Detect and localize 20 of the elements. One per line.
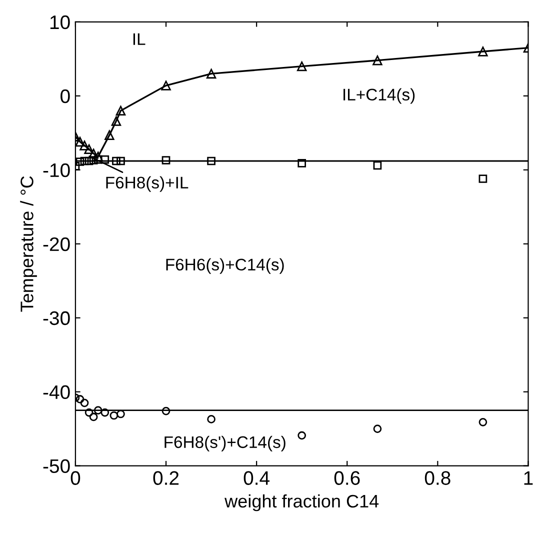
x-tick-label: 0.2 [153,471,179,485]
annotation: F6H8(s')+C14(s) [164,436,286,452]
y-tick-label: -50 [43,459,70,474]
annotation: IL+C14(s) [344,88,415,104]
y-tick-label: -40 [43,385,70,400]
y-tick-label: -30 [43,311,70,326]
y-tick-label: 10 [50,15,70,30]
x-axis-title: weight fraction C14 [224,494,379,512]
y-axis-title: Temperature / °C [20,176,37,312]
x-tick-label: 0.6 [334,471,360,485]
x-tick-label: 1 [524,471,533,485]
annotation: IL [133,33,146,45]
y-tick-label: -20 [43,237,70,252]
annotation: F6H6(s)+C14(s) [166,258,284,274]
annotation: F6H8(s)+IL [106,176,188,192]
x-tick-label: 0.8 [424,471,450,485]
y-tick-label: 0 [60,89,70,104]
y-tick-label: -10 [43,163,70,178]
x-tick-label: 0.4 [244,471,270,485]
x-tick-label: 0 [70,471,80,485]
